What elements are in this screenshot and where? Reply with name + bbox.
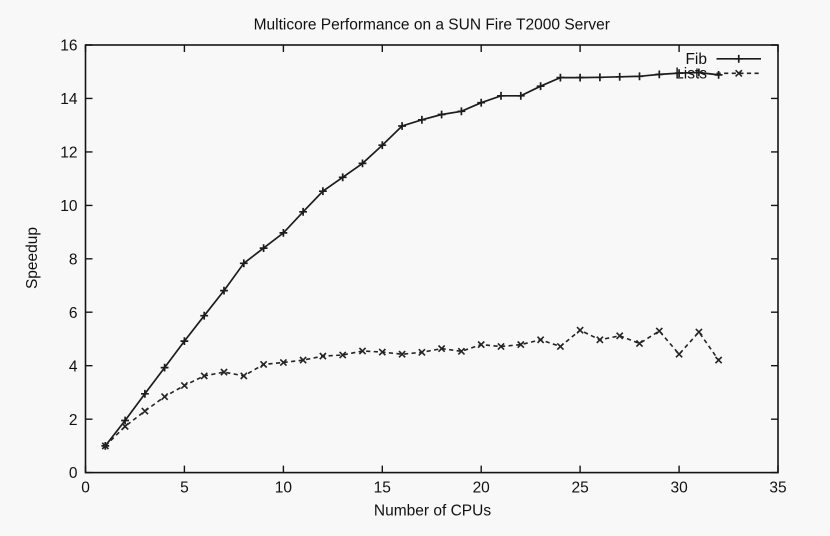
svg-text:10: 10 <box>60 198 78 215</box>
svg-text:5: 5 <box>180 480 189 497</box>
svg-text:0: 0 <box>69 465 78 482</box>
svg-text:6: 6 <box>69 305 78 322</box>
svg-text:16: 16 <box>60 38 77 55</box>
svg-text:8: 8 <box>69 251 78 268</box>
svg-text:Multicore Performance on a SUN: Multicore Performance on a SUN Fire T200… <box>254 17 610 34</box>
svg-text:10: 10 <box>275 480 293 497</box>
svg-text:14: 14 <box>60 91 78 108</box>
svg-text:30: 30 <box>670 480 688 497</box>
svg-text:12: 12 <box>60 145 77 162</box>
svg-text:15: 15 <box>374 480 391 497</box>
svg-text:Speedup: Speedup <box>24 227 41 289</box>
svg-text:20: 20 <box>473 480 491 497</box>
svg-text:Fib: Fib <box>685 51 707 68</box>
svg-text:25: 25 <box>571 480 588 497</box>
svg-text:35: 35 <box>769 480 786 497</box>
svg-text:Number of CPUs: Number of CPUs <box>374 503 491 520</box>
svg-text:4: 4 <box>69 358 78 375</box>
svg-text:2: 2 <box>69 412 78 429</box>
svg-text:0: 0 <box>81 480 90 497</box>
